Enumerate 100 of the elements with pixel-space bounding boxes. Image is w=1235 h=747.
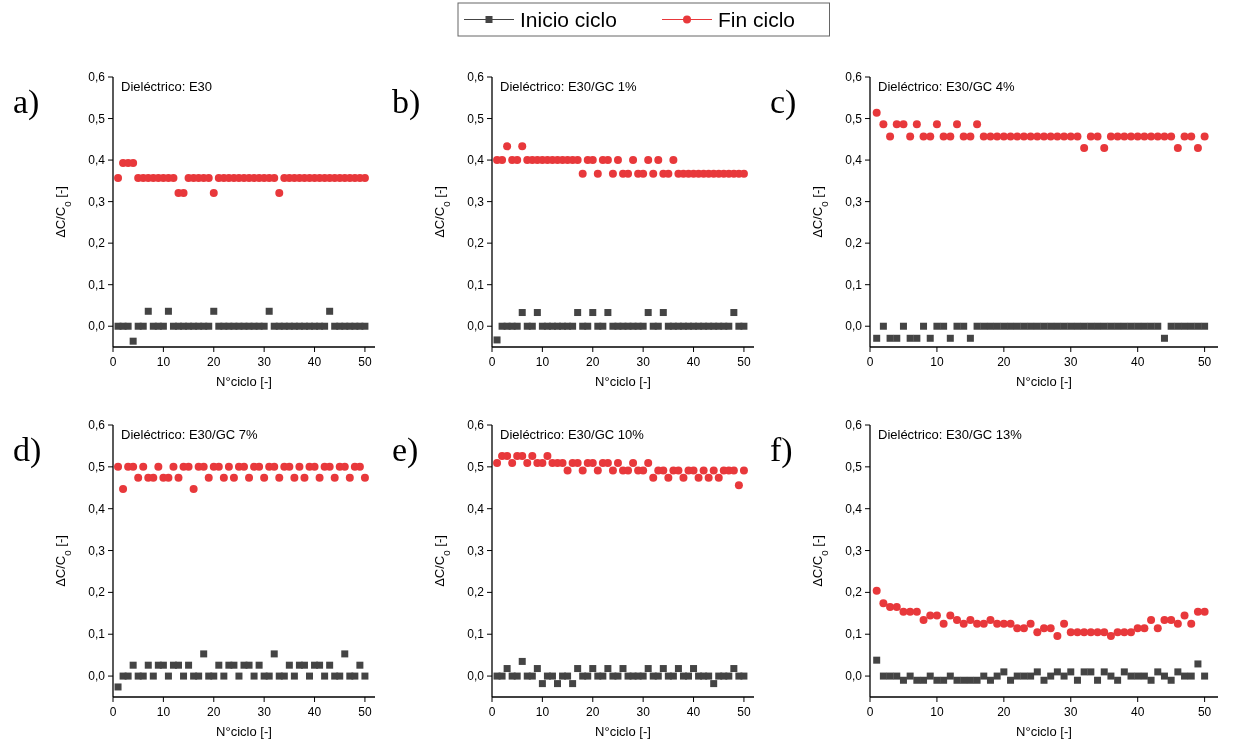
point (1100, 668, 1108, 676)
point (674, 665, 682, 673)
point (973, 676, 981, 684)
point (892, 603, 901, 612)
point (1040, 132, 1048, 141)
point (893, 672, 901, 680)
point (629, 459, 638, 468)
point (599, 322, 607, 330)
y-tick-label: 0,6 (845, 70, 863, 84)
point (1194, 660, 1202, 668)
x-tick-label: 30 (1064, 355, 1078, 369)
point (523, 459, 532, 468)
point (1080, 144, 1089, 153)
x-tick-label: 40 (1131, 705, 1145, 719)
point (164, 473, 173, 482)
point (659, 665, 667, 673)
chart-subtitle: Dieléctrico: E30 (121, 79, 213, 94)
point (654, 156, 663, 165)
point (584, 672, 592, 680)
point (351, 672, 359, 680)
point (1134, 672, 1142, 680)
point (1181, 672, 1189, 680)
point (1033, 132, 1042, 141)
point (919, 616, 928, 624)
point (316, 661, 324, 669)
point (306, 672, 313, 680)
point (639, 672, 647, 680)
point (1147, 676, 1155, 684)
point (1154, 668, 1162, 676)
point (300, 661, 308, 669)
point (1120, 132, 1129, 141)
y-tick-label: 0,4 (845, 153, 863, 168)
point (275, 188, 284, 197)
point (204, 473, 213, 482)
point (1000, 668, 1008, 676)
point (614, 672, 622, 680)
point (503, 451, 512, 460)
point (1047, 672, 1055, 680)
point (224, 462, 233, 471)
point (624, 466, 633, 475)
point (933, 676, 941, 684)
point (154, 462, 163, 471)
point (1201, 322, 1209, 330)
point (654, 322, 662, 330)
point (1106, 132, 1115, 141)
point (704, 473, 713, 482)
point (739, 466, 748, 475)
point (886, 132, 895, 141)
point (1160, 334, 1168, 342)
point (210, 672, 218, 680)
x-tick-label: 40 (1131, 355, 1145, 369)
point (270, 650, 278, 658)
y-tick-label: 0,5 (467, 111, 485, 126)
point (1154, 322, 1162, 330)
point (953, 616, 961, 624)
point (1187, 132, 1196, 141)
point (920, 676, 928, 684)
point (518, 309, 526, 317)
point (129, 158, 138, 167)
point (879, 599, 888, 608)
point (528, 451, 537, 460)
point (1007, 676, 1015, 684)
point (1046, 132, 1055, 141)
point (710, 680, 718, 688)
point (345, 473, 354, 482)
point (144, 307, 152, 315)
point (639, 169, 648, 178)
point (119, 485, 128, 494)
point (1107, 672, 1115, 680)
point (169, 173, 178, 182)
point (1013, 624, 1022, 633)
point (518, 657, 526, 665)
point (979, 619, 988, 628)
x-axis-title: N°ciclo [-] (216, 724, 272, 739)
point (1013, 132, 1022, 141)
point (986, 676, 994, 684)
x-tick-label: 0 (488, 355, 496, 369)
point (639, 466, 648, 475)
point (986, 616, 995, 624)
point (993, 619, 1002, 628)
y-tick-label: 0,0 (88, 669, 106, 684)
point (265, 672, 273, 680)
point (705, 672, 713, 680)
point (326, 661, 334, 669)
point (129, 337, 137, 345)
point (321, 672, 329, 680)
y-tick-label: 0,4 (88, 153, 106, 168)
x-tick-label: 10 (930, 355, 944, 369)
y-tick-label: 0,1 (845, 277, 863, 292)
x-tick-label: 50 (1197, 355, 1212, 369)
point (200, 650, 208, 658)
point (538, 680, 546, 688)
point (619, 665, 627, 673)
point (912, 607, 921, 616)
y-tick-label: 0,4 (467, 501, 485, 516)
point (205, 322, 213, 330)
y-tick-label: 0,2 (88, 236, 106, 251)
y-tick-label: 0,0 (845, 669, 863, 684)
point (114, 462, 123, 471)
point (659, 466, 668, 475)
